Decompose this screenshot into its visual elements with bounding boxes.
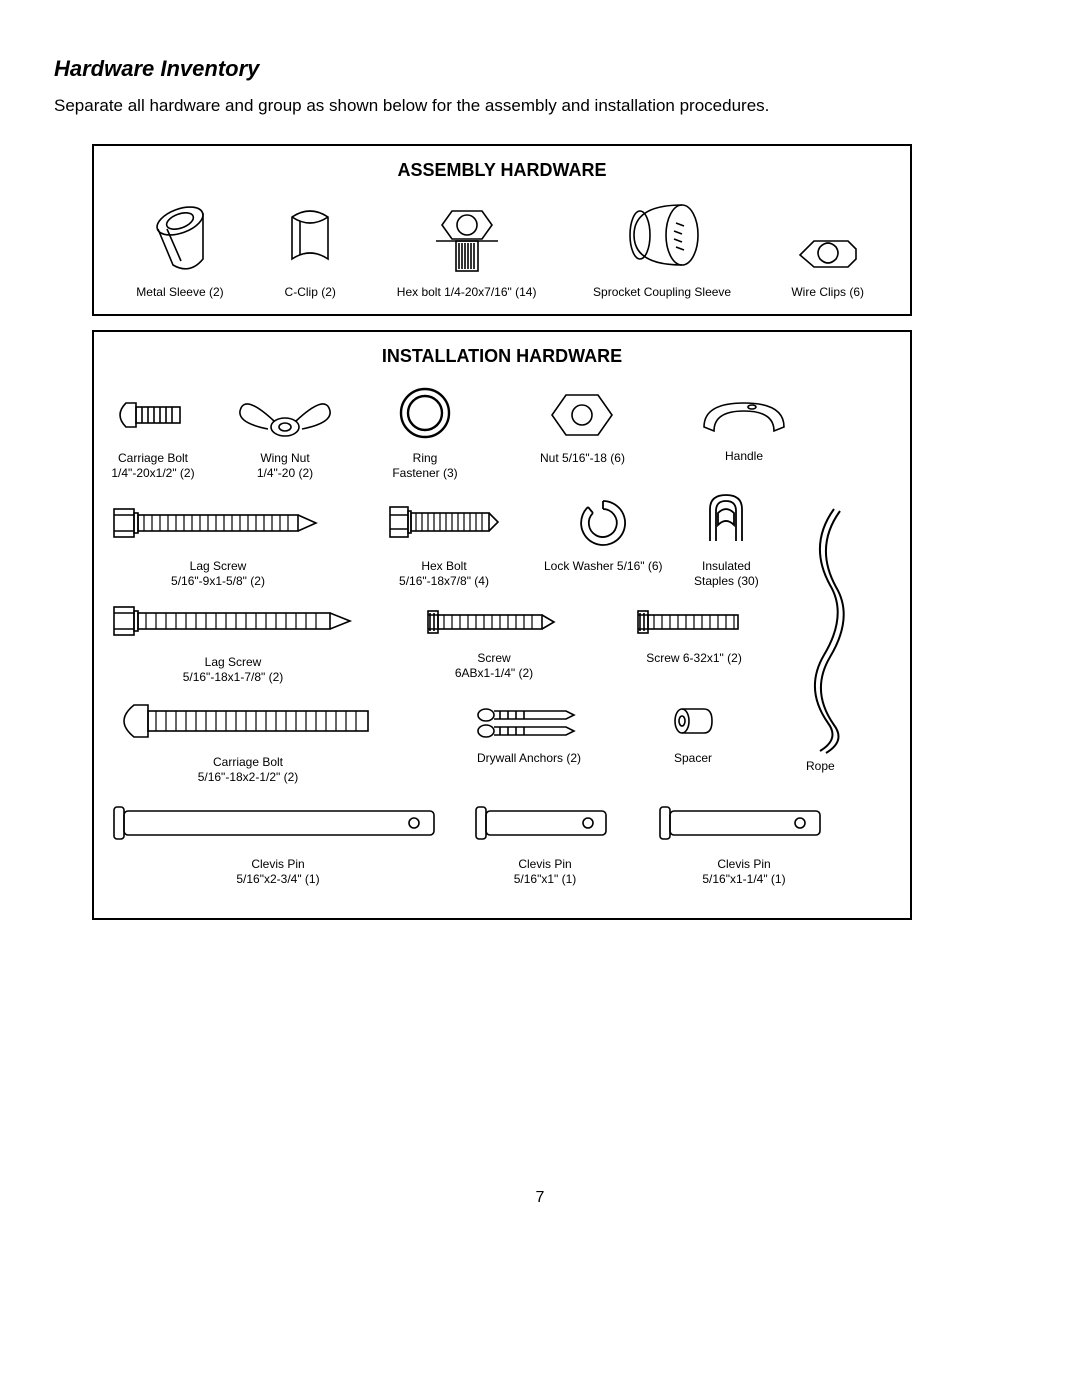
item-drywall: Drywall Anchors (2) [474, 701, 584, 766]
lock-washer-icon [568, 493, 638, 553]
clevis-2-spec: 5/16"x1" (1) [514, 872, 577, 887]
metal-sleeve-label: Metal Sleeve (2) [136, 285, 223, 300]
nut-name: Nut 5/16"-18 (6) [540, 451, 625, 466]
carriage-bolt-1-spec: 1/4"-20x1/2" (2) [111, 466, 194, 481]
carriage-bolt-1-name: Carriage Bolt [118, 451, 188, 466]
hex-bolt-b-name: Hex Bolt [421, 559, 466, 574]
lag-screw-1-spec: 5/16"-9x1-5/8" (2) [171, 574, 265, 589]
page-title: Hardware Inventory [54, 56, 1026, 82]
item-sprocket: Sprocket Coupling Sleeve [593, 195, 731, 300]
page: Hardware Inventory Separate all hardware… [0, 0, 1080, 1397]
wing-nut-icon [230, 385, 340, 445]
screw-6ab-icon [424, 601, 564, 645]
screw-632-name: Screw 6-32x1" (2) [646, 651, 742, 666]
page-number: 7 [536, 1189, 545, 1207]
lag-screw-1-icon [108, 493, 328, 553]
lag-screw-2-spec: 5/16"-18x1-7/8" (2) [183, 670, 284, 685]
rope-icon [794, 505, 854, 755]
installation-panel: INSTALLATION HARDWARE Carriage Bolt 1/4"… [92, 330, 912, 920]
carriage-bolt-2-icon [108, 695, 388, 749]
spacer-icon [668, 701, 718, 745]
hex-bolt-b-icon [384, 493, 504, 553]
wing-nut-spec: 1/4"-20 (2) [257, 466, 313, 481]
spacer-name: Spacer [674, 751, 712, 766]
hex-bolt-a-label: Hex bolt 1/4-20x7/16" (14) [397, 285, 537, 300]
wire-clips-icon [788, 219, 868, 279]
item-rope [794, 505, 854, 755]
ring-fastener-spec: Fastener (3) [392, 466, 457, 481]
item-spacer: Spacer [668, 701, 718, 766]
carriage-bolt-2-spec: 5/16"-18x2-1/2" (2) [198, 770, 299, 785]
screw-6ab-spec: 6ABx1-1/4" (2) [455, 666, 533, 681]
item-wire-clips: Wire Clips (6) [788, 219, 868, 300]
staples-icon [696, 487, 756, 553]
item-wing-nut: Wing Nut 1/4"-20 (2) [230, 385, 340, 481]
staples-spec: Staples (30) [694, 574, 759, 589]
handle-name: Handle [725, 449, 763, 464]
clevis-1-name: Clevis Pin [251, 857, 304, 872]
screw-6ab-name: Screw [477, 651, 510, 666]
staples-name: Insulated [702, 559, 751, 574]
assembly-panel: ASSEMBLY HARDWARE Metal Sleeve (2) [92, 144, 912, 316]
nut-icon [542, 385, 622, 445]
installation-heading: INSTALLATION HARDWARE [94, 332, 910, 375]
wing-nut-name: Wing Nut [260, 451, 309, 466]
lock-washer-name: Lock Washer 5/16" (6) [544, 559, 663, 574]
screw-632-icon [634, 601, 754, 645]
item-clevis-2: Clevis Pin 5/16"x1" (1) [470, 797, 620, 887]
item-nut: Nut 5/16"-18 (6) [540, 385, 625, 466]
lag-screw-2-name: Lag Screw [205, 655, 262, 670]
installation-content: Carriage Bolt 1/4"-20x1/2" (2) Wing Nut … [94, 375, 910, 915]
item-screw-632: Screw 6-32x1" (2) [634, 601, 754, 666]
item-hex-bolt-b: Hex Bolt 5/16"-18x7/8" (4) [384, 493, 504, 589]
item-lag-screw-1: Lag Screw 5/16"-9x1-5/8" (2) [108, 493, 328, 589]
handle-icon [694, 389, 794, 443]
clevis-2-name: Clevis Pin [518, 857, 571, 872]
drywall-icon [474, 701, 584, 745]
item-lock-washer: Lock Washer 5/16" (6) [544, 493, 663, 574]
item-c-clip: C-Clip (2) [280, 199, 340, 300]
item-metal-sleeve: Metal Sleeve (2) [136, 199, 223, 300]
intro-text: Separate all hardware and group as shown… [54, 96, 1026, 116]
assembly-row: Metal Sleeve (2) C-Clip (2) [94, 189, 910, 314]
ring-fastener-name: Ring [413, 451, 438, 466]
clevis-2-icon [470, 797, 620, 851]
c-clip-icon [280, 199, 340, 279]
hex-bolt-b-spec: 5/16"-18x7/8" (4) [399, 574, 489, 589]
sprocket-label: Sprocket Coupling Sleeve [593, 285, 731, 300]
item-lag-screw-2: Lag Screw 5/16"-18x1-7/8" (2) [108, 595, 358, 685]
wire-clips-label: Wire Clips (6) [791, 285, 864, 300]
clevis-1-spec: 5/16"x2-3/4" (1) [236, 872, 319, 887]
item-staples: Insulated Staples (30) [694, 487, 759, 589]
metal-sleeve-icon [145, 199, 215, 279]
carriage-bolt-1-icon [108, 385, 198, 445]
hex-bolt-a-icon [412, 199, 522, 279]
assembly-heading: ASSEMBLY HARDWARE [94, 146, 910, 189]
ring-fastener-icon [390, 381, 460, 445]
item-handle: Handle [694, 389, 794, 464]
item-carriage-bolt-2: Carriage Bolt 5/16"-18x2-1/2" (2) [108, 695, 388, 785]
clevis-1-icon [108, 797, 448, 851]
item-clevis-1: Clevis Pin 5/16"x2-3/4" (1) [108, 797, 448, 887]
item-clevis-3: Clevis Pin 5/16"x1-1/4" (1) [654, 797, 834, 887]
item-ring-fastener: Ring Fastener (3) [390, 381, 460, 481]
item-carriage-bolt-1: Carriage Bolt 1/4"-20x1/2" (2) [108, 385, 198, 481]
clevis-3-name: Clevis Pin [717, 857, 770, 872]
item-hex-bolt-a: Hex bolt 1/4-20x7/16" (14) [397, 199, 537, 300]
clevis-3-spec: 5/16"x1-1/4" (1) [702, 872, 785, 887]
sprocket-icon [612, 195, 712, 279]
c-clip-label: C-Clip (2) [285, 285, 336, 300]
lag-screw-1-name: Lag Screw [190, 559, 247, 574]
carriage-bolt-2-name: Carriage Bolt [213, 755, 283, 770]
lag-screw-2-icon [108, 595, 358, 649]
clevis-3-icon [654, 797, 834, 851]
item-screw-6ab: Screw 6ABx1-1/4" (2) [424, 601, 564, 681]
rope-name: Rope [806, 759, 835, 774]
drywall-name: Drywall Anchors (2) [477, 751, 581, 766]
